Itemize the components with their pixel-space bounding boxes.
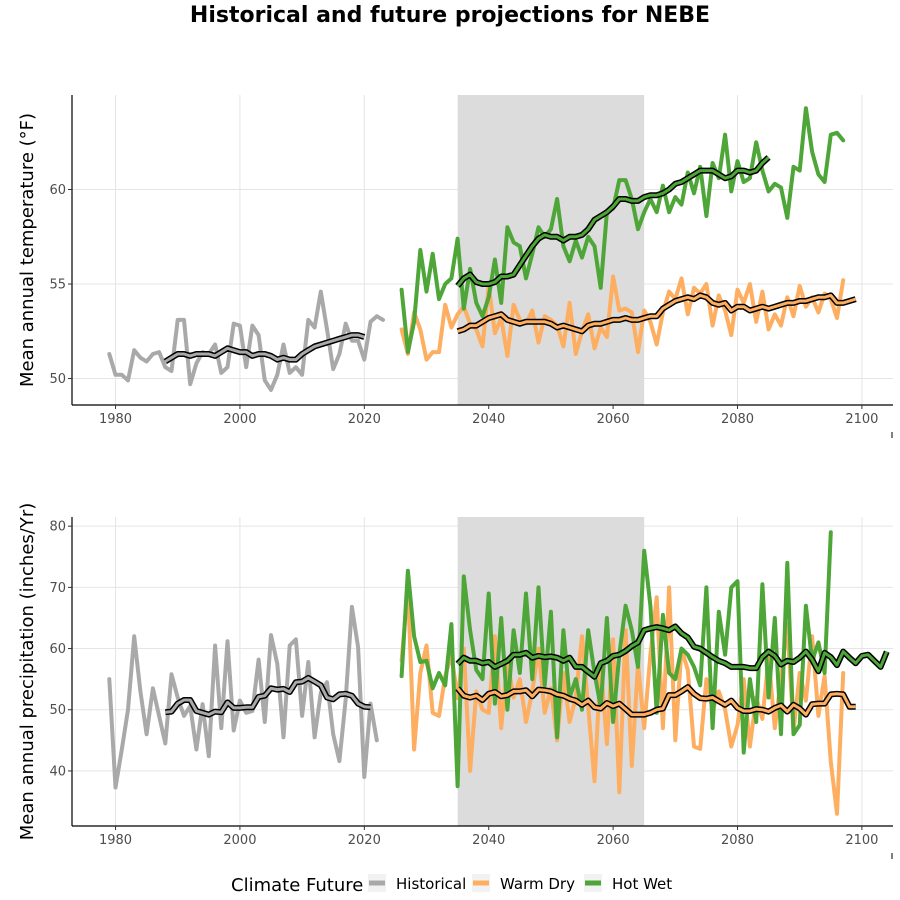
y-tick-label: 55: [49, 278, 66, 293]
x-tick-label: 2080: [721, 833, 754, 848]
x-tick-label: 2100: [845, 833, 878, 848]
y-tick-label: 50: [49, 703, 66, 718]
y-tick-label: 80: [49, 520, 66, 535]
smooth-line-historical-smoothed: [164, 333, 365, 363]
temperature-panel: 1980 2000 2020 2040 2060 2080 2100 50 55 60 Mean a…: [17, 95, 893, 438]
y-tick-label: 60: [49, 642, 66, 657]
series-line-historical: [107, 289, 385, 392]
series-line-hot-wet: [399, 106, 846, 355]
x-tick-label: 2000: [223, 412, 256, 427]
x-tick-label: 2020: [348, 833, 381, 848]
smooth-line-warm-dry-smoothed: [457, 293, 857, 333]
smooth-line-warm-dry-smoothed: [456, 685, 856, 717]
series-line-hot-wet: [399, 530, 833, 789]
y-tick-label: 40: [49, 764, 66, 779]
legend-label: Warm Dry: [500, 875, 575, 893]
legend-label: Historical: [396, 875, 466, 893]
y-axis-label: Mean annual precipitation (inches/Yr): [17, 503, 38, 841]
x-tick-label: 1980: [99, 412, 132, 427]
shaded-period: [457, 95, 645, 405]
x-tick-label: 2100: [845, 412, 878, 427]
y-tick-label: 50: [49, 372, 66, 387]
x-tick-label: 1980: [99, 833, 132, 848]
x-tick-label: 2000: [223, 833, 256, 848]
smooth-line-hot-wet-smoothed: [456, 156, 770, 287]
y-tick-label: 60: [49, 183, 66, 198]
smooth-line-historical-smoothed: [165, 676, 371, 717]
legend-title: Climate Future: [231, 875, 363, 896]
legend: Climate Future Historical Warm Dry Hot Wet: [231, 874, 672, 896]
x-tick-label: 2060: [597, 412, 630, 427]
x-tick-label: 2040: [472, 833, 505, 848]
x-tick-label: 2040: [472, 412, 505, 427]
y-axis-label: Mean annual temperature (°F): [17, 113, 38, 387]
precipitation-panel: 1980 2000 2020 2040 2060 2080 2100 40 50 60 70 80 Me…: [17, 503, 893, 859]
y-tick-label: 70: [49, 581, 66, 596]
chart-title: Historical and future projections for NE…: [190, 3, 710, 28]
x-tick-label: 2060: [597, 833, 630, 848]
x-tick-label: 2020: [348, 412, 381, 427]
legend-label: Hot Wet: [612, 875, 672, 893]
x-tick-label: 2080: [721, 412, 754, 427]
smooth-line-hot-wet-smoothed: [456, 625, 889, 679]
